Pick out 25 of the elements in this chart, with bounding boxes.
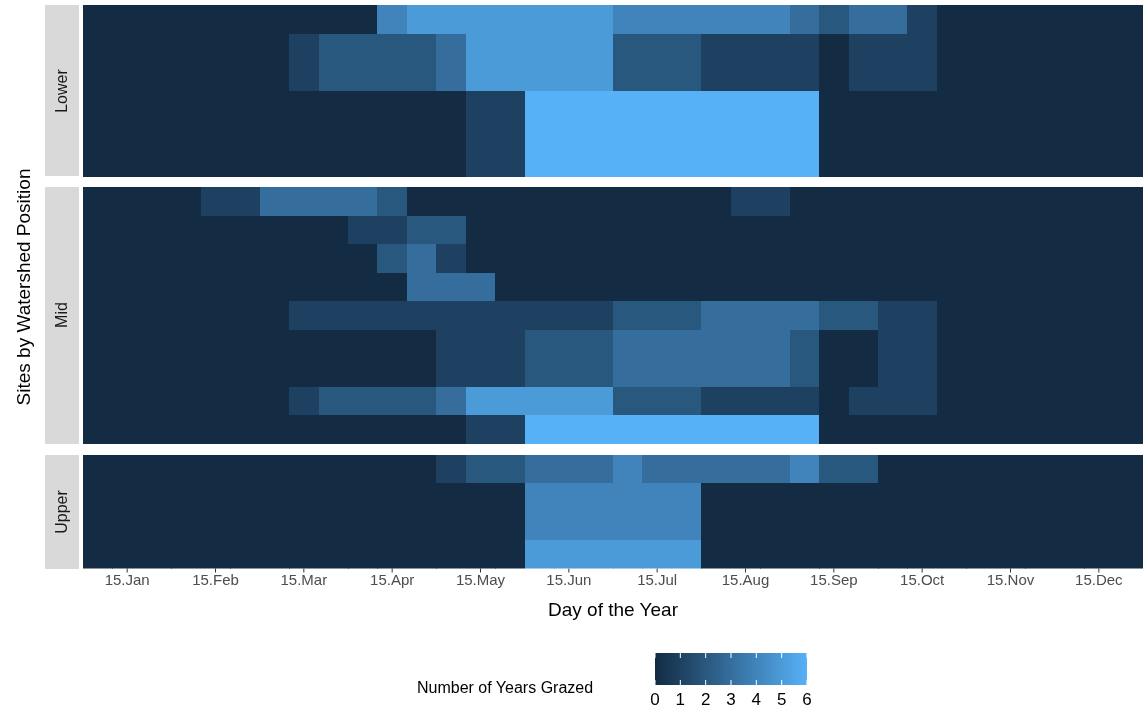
color-bar-label: 3 — [726, 689, 736, 709]
x-tick-label: 15.Nov — [986, 571, 1035, 589]
x-tick-label: 15.Jul — [637, 571, 678, 589]
x-tick-label: 15.Jan — [104, 571, 150, 589]
x-tick-label: 15.Apr — [370, 571, 415, 589]
text: Mid — [53, 302, 71, 329]
x-tick-label: 15.Mar — [280, 571, 328, 589]
color-bar-label: 2 — [700, 689, 711, 709]
x-tick-label: 15.Sep — [810, 571, 858, 589]
x-axis-title: Day of the Year — [547, 598, 679, 621]
x-tick-label: 15.Feb — [192, 571, 239, 589]
color-bar-label: 1 — [675, 689, 686, 709]
x-tick-label: 15.Oct — [900, 571, 946, 589]
x-tick-label: 15.May — [455, 571, 506, 589]
x-tick-label: 15.Dec — [1075, 571, 1124, 589]
color-bar-label: 5 — [776, 689, 787, 709]
x-tick-label: 15.Aug — [721, 571, 770, 589]
color-bar-label: 4 — [751, 689, 762, 709]
x-tick-label: 15.Jun — [546, 571, 592, 589]
color-bar-label: 0 — [650, 689, 660, 709]
color-bar-label: 6 — [802, 689, 812, 709]
color-bar-title: Number of Years Grazed — [417, 678, 594, 697]
text: Upper — [53, 489, 71, 534]
text: Lower — [53, 68, 71, 113]
y-axis-title: Sites by Watershed Position — [13, 168, 35, 406]
